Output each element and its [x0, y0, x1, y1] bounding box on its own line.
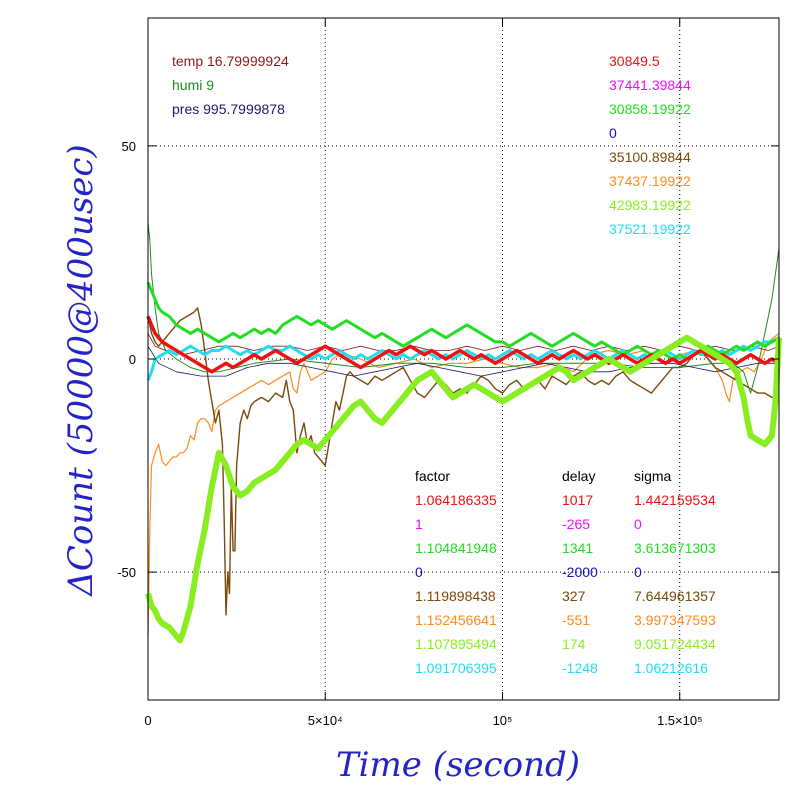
table-cell: 1.06212616: [634, 660, 708, 676]
x-tick-label: 5×10⁴: [308, 713, 343, 728]
table-cell: 0: [634, 564, 642, 580]
table-cell: 0: [634, 516, 642, 532]
table-cell: 1.152456641: [415, 612, 497, 628]
series-line-2: [147, 307, 779, 616]
y-tick-label: -50: [117, 565, 136, 580]
table-header: factor: [415, 468, 450, 484]
table-cell: -2000: [562, 564, 598, 580]
table-cell: 7.644961357: [634, 588, 716, 604]
series-group: [145, 222, 782, 644]
y-tick-label: 0: [129, 352, 136, 367]
offset-legend-entry: 37441.39844: [609, 77, 691, 93]
y-tick-label: 50: [122, 139, 136, 154]
table-cell: 1017: [562, 492, 593, 508]
env-legend-entry: pres 995.7999878: [172, 101, 285, 117]
ticks: 0 5×10⁴ 10⁵ 1.5×10⁵ -50 0 50: [117, 18, 779, 728]
offset-legend-entry: 30858.19922: [609, 101, 691, 117]
series-line-5: [147, 345, 779, 377]
table-cell: 1.442159534: [634, 492, 716, 508]
table-cell: 9.051724434: [634, 636, 716, 652]
offset-legend-entry: 0: [609, 125, 617, 141]
series-line-9: [145, 334, 782, 644]
table-cell: 174: [562, 636, 586, 652]
table-cell: 1.064186335: [415, 492, 497, 508]
offset-legend-entry: 35100.89844: [609, 149, 691, 165]
y-axis-title: ΔCount (50000@400usec): [61, 144, 101, 597]
series-line-6: [146, 336, 780, 381]
parameter-table: factor delay sigma 1.064186335 1017 1.4421595…: [415, 468, 716, 676]
x-tick-label: 0: [144, 713, 151, 728]
offset-legend-entry: 37437.19922: [609, 173, 691, 189]
table-cell: -265: [562, 516, 590, 532]
offset-legend-entry: 37521.19922: [609, 221, 691, 237]
table-cell: 327: [562, 588, 586, 604]
table-header: sigma: [634, 468, 672, 484]
table-cell: 1341: [562, 540, 593, 556]
env-legend-entry: temp 16.79999924: [172, 53, 289, 69]
series-line-8: [146, 315, 780, 374]
offset-legend-entry: 30849.5: [609, 53, 660, 69]
table-cell: -1248: [562, 660, 598, 676]
table-cell: -551: [562, 612, 590, 628]
table-cell: 1.091706395: [415, 660, 497, 676]
table-cell: 3.613671303: [634, 540, 716, 556]
offset-legend: 30849.5 37441.39844 30858.19922 0 35100.8984…: [609, 53, 691, 237]
env-legend: temp 16.79999924 humi 9 pres 995.7999878: [172, 53, 289, 117]
table-cell: 1.104841948: [415, 540, 497, 556]
offset-legend-entry: 42983.19922: [609, 197, 691, 213]
table-cell: 1: [415, 516, 423, 532]
x-axis-title: Time (second): [336, 745, 580, 785]
table-cell: 0: [415, 564, 423, 580]
table-cell: 1.119898438: [415, 588, 496, 604]
table-header: delay: [562, 468, 595, 484]
table-cell: 3.997347593: [634, 612, 716, 628]
x-tick-label: 10⁵: [493, 713, 513, 728]
env-legend-entry: humi 9: [172, 77, 214, 93]
table-cell: 1.107895494: [415, 636, 497, 652]
x-tick-label: 1.5×10⁵: [657, 713, 703, 728]
